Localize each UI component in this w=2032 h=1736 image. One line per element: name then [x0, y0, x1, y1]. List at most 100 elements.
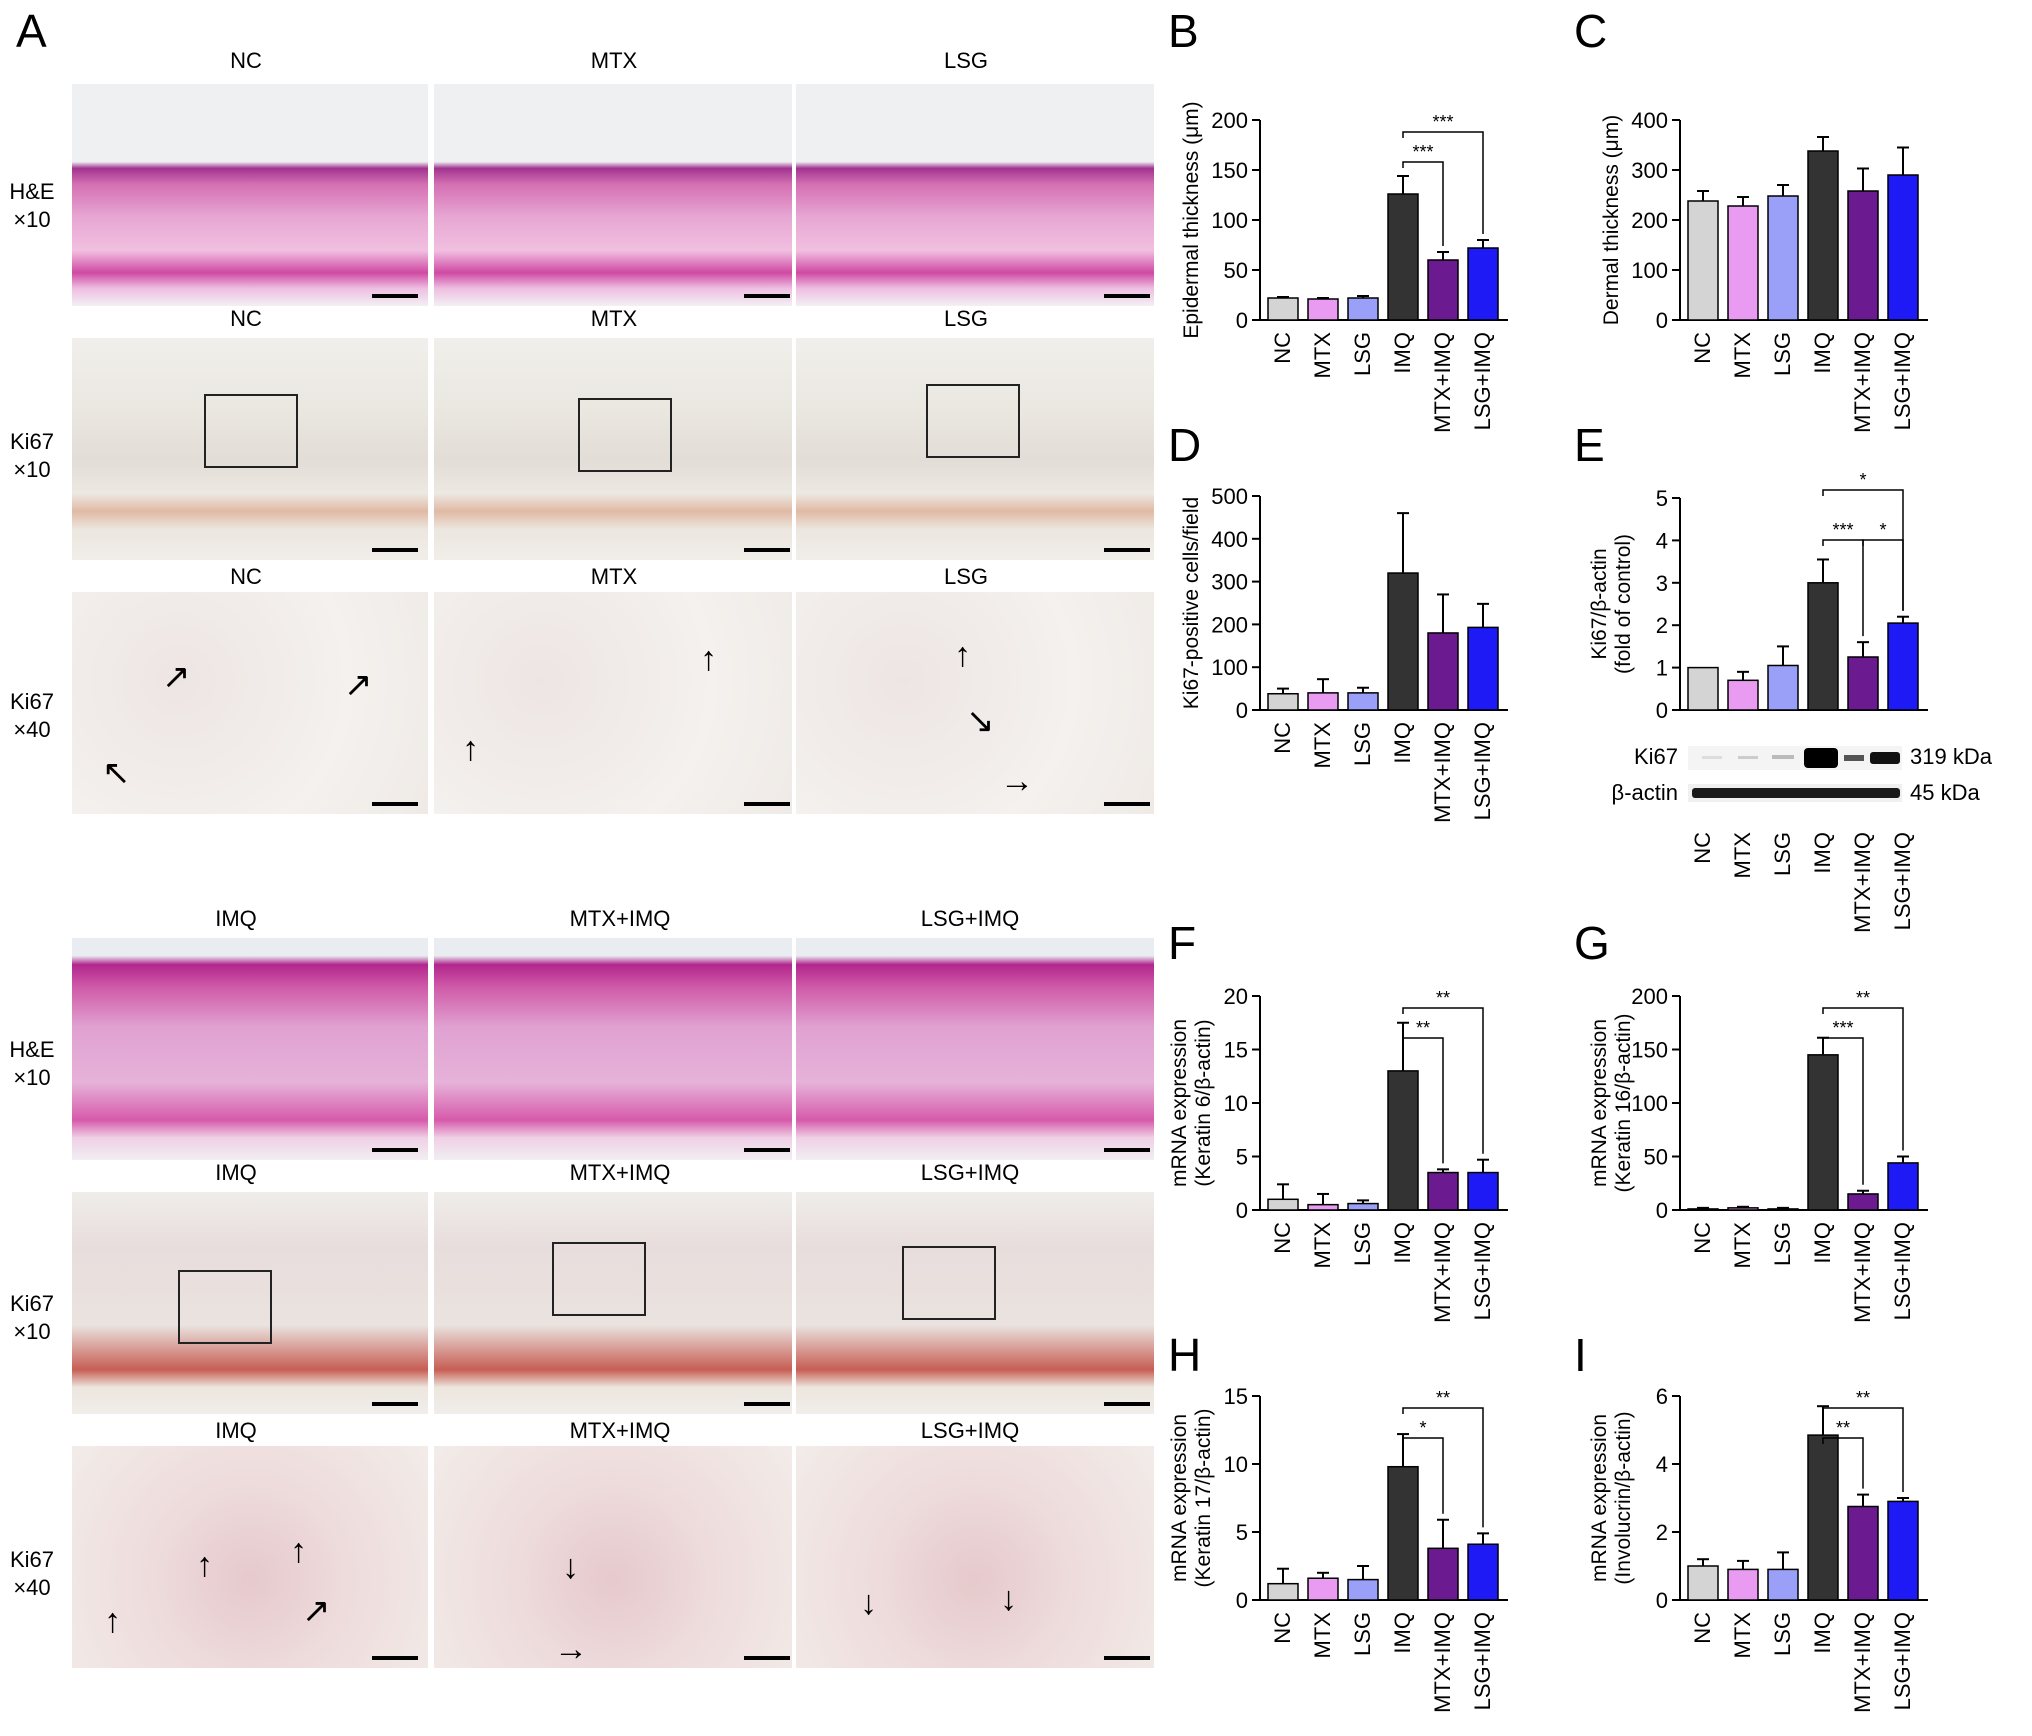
micrograph-he-nc: [72, 84, 428, 306]
arrow-icon: ↑: [700, 640, 717, 678]
y-axis-label: (Keratin 6/β-actin): [1192, 1019, 1215, 1186]
category-label: NC: [1690, 332, 1715, 364]
arrow-icon: →: [1000, 762, 1034, 800]
arrow-icon: ↓: [562, 1548, 579, 1586]
arrow-icon: ↓: [860, 1584, 877, 1622]
arrow-icon: ↗: [302, 1592, 331, 1630]
category-label: LSG: [1770, 332, 1795, 376]
y-tick-label: 300: [1211, 570, 1248, 595]
chart-f: 0 5 10 15 20 mRNA expression (Keratin 6/β-acti…: [1168, 984, 1508, 1323]
bar: [1347, 1202, 1379, 1211]
inset-box: [926, 384, 1020, 458]
chart-g: 0 50 100 150 200 mRNA expression (Keratin 16/β…: [1588, 984, 1928, 1323]
y-tick-label: 0: [1656, 1198, 1668, 1223]
significance-label: *: [1419, 1418, 1426, 1438]
y-tick-label: 200: [1631, 208, 1668, 233]
mag-label: ×40: [13, 1575, 51, 1600]
category-label: IMQ: [1810, 1612, 1835, 1654]
scale-bar: [1104, 1402, 1150, 1406]
panel-label-i: I: [1574, 1329, 1587, 1381]
bar: [1387, 572, 1419, 711]
micrograph-he-mtximq: [434, 938, 792, 1160]
arrow-icon: →: [554, 1630, 588, 1668]
mag-label: ×10: [13, 1319, 51, 1344]
y-tick-label: 0: [1656, 698, 1668, 723]
micrograph-he-lsg: [796, 84, 1154, 306]
scale-bar: [1104, 1148, 1150, 1152]
y-tick-label: 400: [1631, 108, 1668, 133]
bar: [1307, 692, 1339, 711]
bar: [1427, 632, 1459, 711]
y-tick-label: 5: [1236, 1145, 1248, 1170]
scale-bar: [372, 1656, 418, 1660]
bar: [1267, 692, 1299, 711]
scale-bar: [372, 1148, 418, 1152]
y-axis-label: Dermal thickness (μm): [1600, 115, 1623, 325]
scale-bar: [372, 548, 418, 552]
y-tick-label: 6: [1656, 1384, 1668, 1409]
y-tick-label: 5: [1656, 486, 1668, 511]
category-label: MTX+IMQ: [1430, 722, 1455, 823]
scale-bar: [1104, 548, 1150, 552]
category-label: LSG: [1350, 1222, 1375, 1266]
col-label-imq: IMQ: [215, 906, 257, 931]
bar: [1847, 1505, 1879, 1601]
wb-category-labels: NC MTX LSG IMQ MTX+IMQ LSG+IMQ: [1690, 832, 1915, 933]
stain-label: Ki67: [9, 689, 55, 714]
significance-bracket: [1822, 1437, 1864, 1489]
bar: [1307, 298, 1339, 321]
micrograph-ki67x10-mtx: [434, 338, 792, 560]
y-axis-label: (Involucrin/β-actin): [1612, 1411, 1635, 1584]
category-label: MTX: [1310, 1222, 1335, 1269]
y-tick-label: 1: [1656, 656, 1668, 681]
inset-box: [178, 1270, 272, 1344]
category-label: MTX+IMQ: [1850, 332, 1875, 433]
category-label: MTX+IMQ: [1430, 332, 1455, 433]
category-label: IMQ: [1810, 332, 1835, 374]
chart-c: 0 100 200 300 400 Dermal thickness (μm) NC MTX L…: [1600, 108, 1928, 433]
y-axis-label: mRNA expression: [1588, 1019, 1611, 1187]
significance-label: **: [1856, 1388, 1870, 1408]
micrograph-he-imq: [72, 938, 428, 1160]
significance-bracket: [1402, 1407, 1484, 1528]
category-label: MTX+IMQ: [1850, 1222, 1875, 1323]
bar: [1767, 195, 1799, 321]
y-tick-label: 0: [1236, 308, 1248, 333]
category-label: LSG: [1350, 332, 1375, 376]
bar: [1387, 1465, 1419, 1601]
mag-label: ×10: [13, 1065, 51, 1090]
bar: [1427, 1171, 1459, 1211]
mag-label: ×10: [13, 207, 51, 232]
y-axis-label: (Keratin 17/β-actin): [1192, 1409, 1215, 1588]
significance-label: **: [1836, 1418, 1850, 1438]
category-label: LSG: [1350, 1612, 1375, 1656]
stain-label: H&E: [9, 1037, 55, 1062]
significance-bracket: [1402, 1007, 1484, 1154]
significance-bracket: [1822, 539, 1864, 637]
col-label-lsgimq-ki10: LSG+IMQ: [920, 1160, 1020, 1185]
y-tick-label: 300: [1631, 158, 1668, 183]
bar: [1347, 297, 1379, 321]
y-tick-label: 0: [1236, 1198, 1248, 1223]
arrow-icon: ↑: [954, 636, 971, 674]
category-label: NC: [1270, 1612, 1295, 1644]
bar: [1807, 150, 1839, 321]
category-label: MTX: [1730, 1612, 1755, 1659]
bar: [1467, 1543, 1499, 1601]
y-tick-label: 2: [1656, 613, 1668, 638]
y-tick-label: 10: [1224, 1452, 1248, 1477]
bar: [1687, 666, 1719, 711]
y-tick-label: 0: [1236, 698, 1248, 723]
panel-label-c: C: [1574, 5, 1608, 57]
col-label-lsg: LSG: [943, 48, 989, 73]
bar: [1307, 1203, 1339, 1211]
category-label: LSG+IMQ: [1470, 722, 1495, 820]
bar: [1307, 1577, 1339, 1601]
wb-band: [1772, 755, 1794, 759]
significance-bracket: [1822, 1407, 1904, 1492]
col-label-lsg-ki10: LSG: [943, 306, 989, 331]
significance-label: *: [1879, 520, 1886, 540]
significance-label: ***: [1832, 1018, 1853, 1038]
category-label: MTX: [1730, 332, 1755, 379]
